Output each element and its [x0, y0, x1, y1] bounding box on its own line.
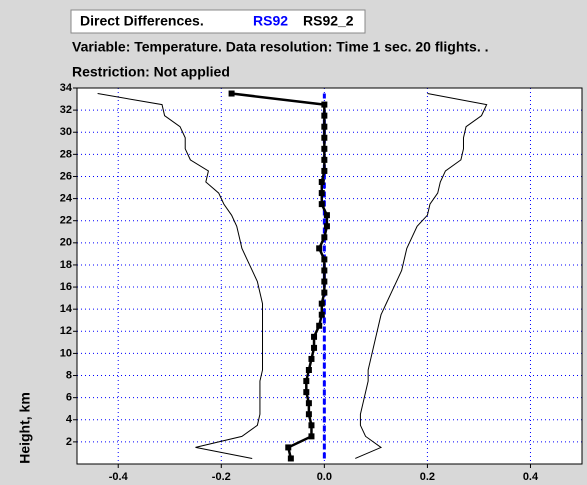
- x-tick-label: 0.0: [317, 471, 332, 483]
- y-tick-label: 24: [60, 192, 73, 204]
- y-tick-label: 8: [66, 369, 72, 381]
- marker: [321, 167, 328, 174]
- marker: [321, 134, 328, 141]
- plot-area: [77, 88, 582, 464]
- marker: [311, 333, 318, 340]
- chart-note: Restriction: Not applied: [72, 64, 230, 80]
- y-tick-label: 6: [66, 392, 72, 404]
- marker: [228, 90, 235, 97]
- marker: [321, 101, 328, 108]
- marker: [321, 234, 328, 241]
- y-tick-label: 4: [66, 414, 73, 426]
- plot-frame: [76, 87, 583, 465]
- chart-subtitle: Variable: Temperature. Data resolution: …: [72, 39, 489, 55]
- marker: [303, 389, 310, 396]
- marker: [321, 156, 328, 163]
- y-tick-label: 30: [60, 126, 72, 138]
- marker: [305, 367, 312, 373]
- marker: [316, 245, 323, 252]
- marker: [323, 212, 330, 219]
- y-axis-label: Height, km: [17, 392, 33, 464]
- marker: [303, 378, 310, 385]
- chart-title: Direct Differences.: [80, 13, 204, 29]
- x-tick-label: 0.4: [523, 471, 539, 483]
- y-tick-label: 10: [60, 347, 72, 359]
- marker: [316, 322, 323, 329]
- marker: [305, 411, 312, 418]
- marker: [318, 190, 325, 197]
- y-tick-label: 22: [60, 215, 72, 227]
- marker: [318, 201, 325, 208]
- legend-entry: RS92_2: [303, 13, 354, 29]
- marker: [318, 311, 325, 318]
- marker: [321, 267, 328, 274]
- y-tick-label: 20: [60, 237, 72, 249]
- marker: [321, 289, 328, 296]
- series-line: [97, 93, 264, 459]
- y-tick-label: 12: [60, 325, 72, 337]
- y-tick-label: 28: [60, 148, 72, 160]
- y-tick-label: 16: [60, 281, 72, 293]
- marker: [287, 455, 294, 462]
- marker: [318, 300, 325, 307]
- y-tick-label: 2: [66, 436, 72, 448]
- series-line: [355, 93, 488, 459]
- marker: [323, 223, 330, 230]
- marker: [308, 422, 315, 429]
- legend-entry: RS92: [253, 13, 288, 29]
- series-line: [231, 92, 329, 459]
- x-tick-label: -0.2: [212, 471, 231, 483]
- y-tick-label: 14: [60, 303, 73, 315]
- marker: [321, 145, 328, 152]
- y-tick-label: 32: [60, 104, 72, 116]
- marker: [308, 433, 315, 440]
- marker: [321, 112, 328, 119]
- marker: [321, 278, 328, 285]
- y-tick-label: 26: [60, 170, 72, 182]
- x-tick-label: 0.2: [420, 471, 435, 483]
- y-tick-label: 34: [60, 82, 73, 94]
- marker: [305, 400, 312, 407]
- header-box: [70, 9, 366, 34]
- x-tick-label: -0.4: [109, 471, 129, 483]
- marker: [285, 444, 292, 451]
- marker: [311, 344, 318, 351]
- marker: [321, 123, 328, 130]
- y-tick-label: 18: [60, 259, 72, 271]
- marker: [318, 179, 325, 185]
- marker: [321, 256, 328, 263]
- marker: [308, 355, 315, 362]
